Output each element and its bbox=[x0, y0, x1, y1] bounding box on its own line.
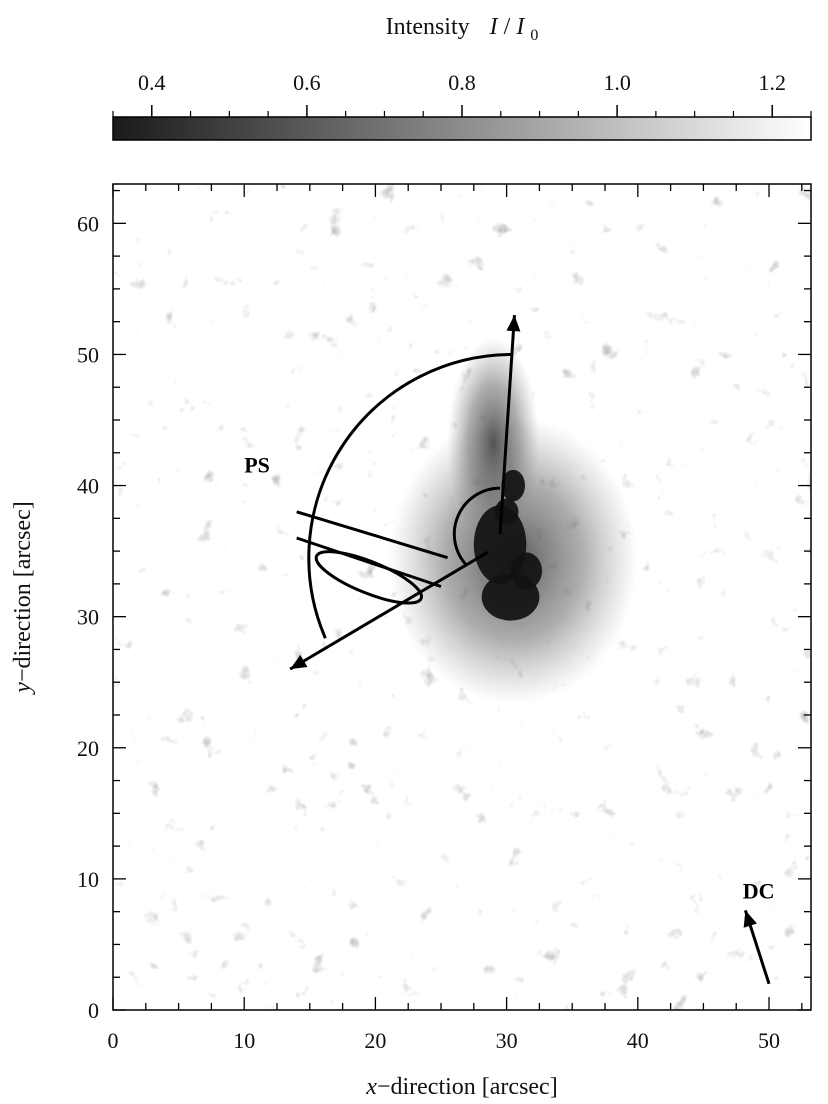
colorbar: Intensity I / I 0 0.4 0.6 0.8 1.0 1.2 bbox=[112, 14, 812, 141]
colorbar-title: Intensity I / I 0 bbox=[386, 14, 539, 44]
y-tick-label: 40 bbox=[77, 474, 99, 499]
colorbar-ticks: 0.4 0.6 0.8 1.0 1.2 bbox=[112, 70, 812, 117]
umbra-core bbox=[510, 552, 543, 590]
wedge-line-upper bbox=[296, 510, 449, 560]
y-tick-label: 10 bbox=[77, 867, 99, 892]
arrow-dc-head bbox=[743, 910, 757, 928]
x-tick-label: 30 bbox=[496, 1028, 518, 1053]
colorbar-gradient bbox=[112, 116, 812, 141]
x-axis-title: x−direction [arcsec] bbox=[365, 1074, 557, 1100]
y-tick-label: 20 bbox=[77, 736, 99, 761]
umbra bbox=[473, 469, 543, 621]
y-tick-label: 60 bbox=[77, 211, 99, 236]
axis-ticks: 0 10 20 30 40 50 0 10 20 30 40 50 60 bbox=[77, 184, 811, 1053]
arrow-north-head bbox=[506, 315, 521, 332]
y-tick-label: 0 bbox=[88, 998, 99, 1023]
umbra-core bbox=[501, 469, 525, 502]
colorbar-tick-label: 1.2 bbox=[758, 70, 786, 95]
wedge-line-lower bbox=[296, 536, 442, 588]
sector-arc bbox=[307, 352, 511, 639]
x-tick-label: 0 bbox=[108, 1028, 119, 1053]
plot-frame bbox=[112, 183, 812, 1011]
y-tick-label: 30 bbox=[77, 605, 99, 630]
annotation-ps: PS bbox=[244, 452, 270, 477]
colorbar-tick-label: 0.6 bbox=[293, 70, 321, 95]
x-tick-label: 10 bbox=[233, 1028, 255, 1053]
y-tick-label: 50 bbox=[77, 342, 99, 367]
intensity-map bbox=[113, 184, 811, 1010]
feature-ellipse bbox=[314, 550, 423, 605]
overlay-geometry bbox=[289, 315, 771, 985]
arrow-southwest-shaft bbox=[289, 550, 489, 671]
x-tick-label: 50 bbox=[758, 1028, 780, 1053]
colorbar-tick-label: 0.4 bbox=[138, 70, 166, 95]
colorbar-tick-label: 1.0 bbox=[603, 70, 631, 95]
colorbar-tick-label: 0.8 bbox=[448, 70, 476, 95]
annotation-dc: DC bbox=[743, 879, 775, 904]
x-tick-label: 40 bbox=[627, 1028, 649, 1053]
arrow-southwest-head bbox=[290, 654, 308, 670]
umbra-core bbox=[494, 498, 519, 525]
y-axis-title: y−direction [arcsec] bbox=[10, 501, 36, 694]
inner-arc bbox=[452, 486, 501, 567]
annotations: PS DC bbox=[244, 452, 774, 903]
x-tick-label: 20 bbox=[364, 1028, 386, 1053]
arrow-north-shaft bbox=[498, 315, 516, 535]
